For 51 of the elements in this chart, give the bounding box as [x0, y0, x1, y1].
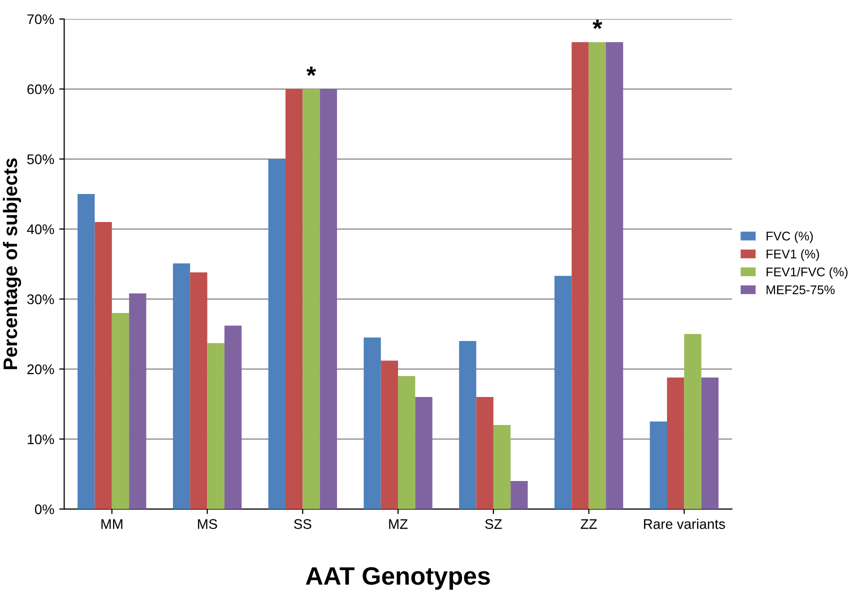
- legend-label: FEV1 (%): [766, 249, 820, 261]
- y-tick-label: 30%: [27, 294, 54, 304]
- y-tick-label: 60%: [27, 84, 54, 94]
- bar: [207, 343, 224, 510]
- y-tick-label: 10%: [28, 434, 54, 444]
- bar: [606, 42, 624, 510]
- x-axis-title: AAT Genotypes: [306, 567, 490, 590]
- bar: [268, 159, 286, 510]
- bar: [459, 341, 476, 510]
- bar: [684, 334, 702, 510]
- x-tick-label: Rare variants: [644, 518, 725, 529]
- annotation: *: [592, 20, 602, 30]
- bar: [510, 481, 528, 510]
- x-tick-label: MS: [198, 519, 218, 529]
- legend-label: MEF25-75%: [766, 285, 835, 294]
- y-tick-label: 70%: [27, 14, 54, 24]
- bar: [112, 313, 130, 510]
- bar: [476, 397, 494, 510]
- bar: [172, 263, 190, 510]
- bar: [285, 89, 303, 510]
- bar: [190, 272, 208, 510]
- bar: [94, 222, 112, 510]
- bar: [398, 376, 416, 510]
- y-tick-label: 20%: [27, 364, 54, 374]
- y-tick-label: 40%: [27, 224, 54, 234]
- bar: [588, 42, 606, 510]
- x-tick-label: ZZ: [580, 519, 597, 529]
- y-axis-title: Percentage of subjects: [2, 158, 22, 370]
- bar: [129, 293, 146, 510]
- bar: [320, 89, 337, 510]
- y-tick-label: 0%: [34, 504, 54, 514]
- bar: [650, 422, 668, 510]
- bar: [78, 194, 95, 510]
- legend-label: FEV1/FVC (%): [766, 267, 848, 279]
- bar: [493, 425, 511, 510]
- x-tick-label: SZ: [485, 519, 502, 529]
- bar: [667, 377, 684, 510]
- x-tick-label: SS: [294, 519, 312, 529]
- legend-label: FVC (%): [766, 231, 813, 243]
- y-tick-label: 50%: [27, 154, 54, 164]
- bar: [224, 326, 242, 510]
- bar: [415, 397, 432, 510]
- bar: [572, 42, 589, 510]
- bar: [554, 276, 572, 510]
- x-tick-label: MZ: [389, 519, 408, 529]
- annotation: *: [306, 66, 316, 76]
- bar: [701, 377, 719, 510]
- bar: [364, 338, 381, 510]
- bar: [380, 360, 398, 510]
- bar: [302, 89, 320, 510]
- x-tick-label: MM: [101, 519, 122, 529]
